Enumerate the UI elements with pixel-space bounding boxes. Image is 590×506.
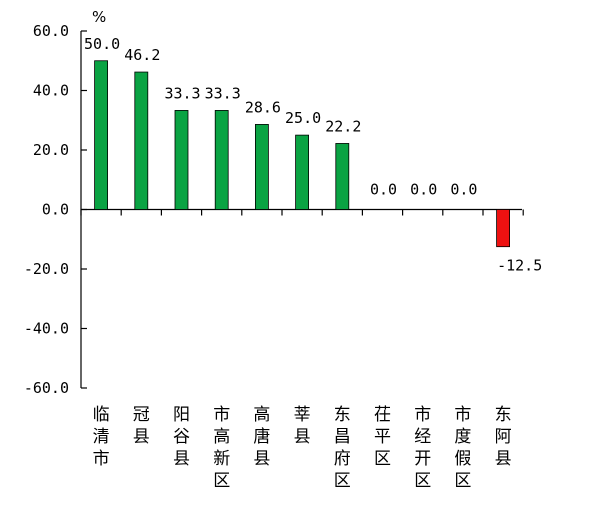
y-tick-label: 20.0 — [33, 141, 69, 159]
bar — [254, 124, 269, 210]
y-tick-label: -60.0 — [24, 379, 69, 397]
bar — [214, 110, 229, 210]
x-category-label: 市高新区 — [213, 405, 230, 491]
data-label: 0.0 — [450, 181, 477, 199]
bar — [94, 60, 108, 210]
data-label: 33.3 — [164, 84, 200, 102]
bar — [174, 110, 189, 210]
x-category-label: 莘县 — [294, 405, 311, 447]
chart-bars — [94, 60, 511, 248]
x-category-label: 高唐县 — [253, 405, 270, 469]
data-label: -12.5 — [497, 257, 542, 275]
x-category-label: 市度假区 — [454, 405, 471, 491]
x-category-label: 冠县 — [133, 405, 150, 447]
data-label: 46.2 — [124, 46, 160, 64]
chart-axes: 60.0 40.0 20.0 0.0 -20.0 -40.0 -60.0 — [24, 22, 524, 397]
bar — [134, 71, 149, 210]
y-tick-label: 60.0 — [33, 22, 69, 40]
x-category-label: 东阿县 — [495, 405, 512, 469]
data-label: 22.2 — [325, 117, 361, 135]
x-category-label: 阳谷县 — [173, 405, 190, 469]
bar — [295, 134, 310, 210]
x-category-label: 临清市 — [93, 405, 110, 469]
data-label: 33.3 — [205, 84, 241, 102]
bar — [496, 209, 511, 248]
x-category-label: 东昌府区 — [334, 405, 351, 491]
data-label: 25.0 — [285, 109, 321, 127]
y-tick-label: 40.0 — [33, 82, 69, 100]
data-label: 0.0 — [370, 181, 397, 199]
x-category-label: 茌平区 — [374, 405, 391, 469]
x-category-label: 市经开区 — [414, 405, 431, 491]
y-tick-label: 0.0 — [42, 201, 69, 219]
y-tick-label: -40.0 — [24, 320, 69, 338]
data-label: 0.0 — [410, 181, 437, 199]
y-tick-label: -20.0 — [24, 260, 69, 278]
chart-labels: 50.0 临清市 46.2 冠县 33.3 阳谷县 33.3 市高新区 28.6 高唐县 25.0 莘… — [84, 35, 542, 491]
y-axis-unit-label: % — [92, 8, 106, 26]
data-label: 28.6 — [245, 98, 281, 116]
bar — [335, 143, 350, 210]
data-label: 50.0 — [84, 35, 120, 53]
